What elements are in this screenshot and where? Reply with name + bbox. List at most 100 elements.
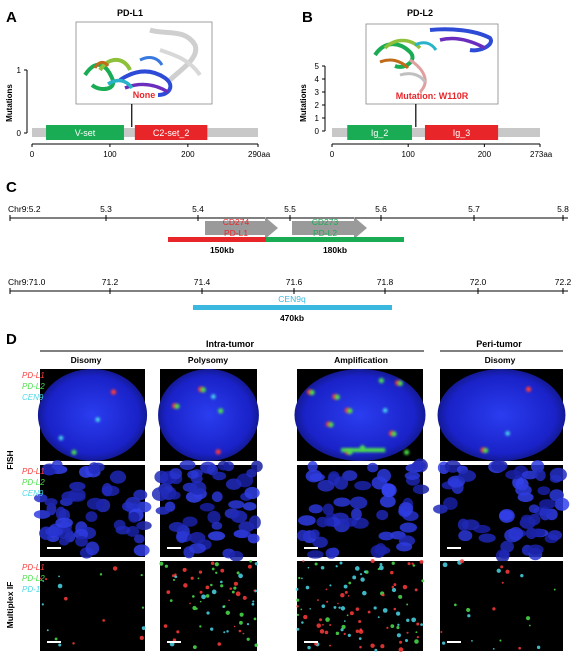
fish-legend: PD-L1 PD-L2 CEN9 [22,371,45,402]
domain-a-0 [46,125,124,140]
cd273-gene-arrow [292,217,367,239]
cd274-gene-arrow [205,217,278,239]
panel-b-letter: B [302,9,313,26]
chr-tick-label: 5.5 [284,204,296,214]
pdl2-region-bar [266,237,404,242]
micrograph-mif-3 [440,559,563,651]
x-tick-label: 200 [478,150,492,159]
chr-tick-label: 5.3 [100,204,112,214]
chr-tick-label: 5.4 [192,204,204,214]
x-tick-label: 100 [402,150,416,159]
x-tick-label: 0 [30,150,35,159]
panel-d: D Intra-tumor Peri-tumor Disomy Polysomy… [5,331,570,652]
y-tick-a-1: 1 [17,66,22,75]
legend-fish-cen9: CEN9 [22,393,44,402]
column-disomy-intra: Disomy [71,355,102,365]
gene-pdl1-name: PD-L1 [224,228,248,238]
micrograph-mif-0 [39,561,146,651]
domain-a-1 [134,125,208,140]
chr-tick-label: 71.2 [102,277,119,287]
protein-ribbon-illustration-b [373,27,493,94]
fish-legend-2: PD-L1 PD-L2 CEN9 [22,467,45,498]
legend-fish-pdl1: PD-L1 [22,371,45,380]
protein-length-a: 290aa [248,150,271,159]
chr-tick-label: Chr9:5.2 [8,204,41,214]
y-axis-label-a: Mutations [5,84,14,122]
y-tick-b: 3 [315,88,320,97]
micrograph-dapi-2 [296,458,430,559]
cen9q-name: CEN9q [278,294,306,304]
gene-pdl2-name: PD-L2 [313,228,337,238]
chr-tick-label: 71.4 [194,277,211,287]
cen9q-size: 470kb [280,313,304,323]
micrograph-dapi-0 [33,459,152,559]
mif-legend: PD-L1 PD-L2 PD-1 [22,563,45,594]
panel-d-letter: D [6,331,17,348]
gene-cd274-name: CD274 [223,217,250,227]
panel-b-title: PD-L2 [407,8,433,18]
legend-mif-pdl1: PD-L1 [22,563,45,572]
panel-b: B PD-L2 Mutation: W110R Mutations 543210… [299,8,553,159]
micrograph-fish-3 [437,369,566,461]
chr-tick-label: 5.6 [375,204,387,214]
y-tick-b: 0 [315,127,320,136]
micrograph-fish-0 [37,369,148,461]
micrograph-dapi-1 [151,460,263,562]
column-disomy-peri: Disomy [485,355,516,365]
y-tick-b: 2 [315,101,320,110]
gene-cd273-name: CD273 [312,217,339,227]
chr-tick-label: Chr9:71.0 [8,277,46,287]
y-tick-b: 1 [315,114,320,123]
panel-a: A PD-L1 None Mutations 1 0 V-set C2-set_2 [5,8,271,159]
domain-label-b-1: Ig_3 [453,128,471,138]
cen9q-region-bar [193,305,392,310]
legend-mif-pd1: PD-1 [22,585,40,594]
micrograph-mif-1 [159,559,259,651]
micrograph-mif-2 [295,559,425,652]
protein-ribbon-illustration [83,27,202,97]
legend-fish2-cen9: CEN9 [22,489,44,498]
micrograph-fish-2 [294,369,426,461]
x-tick-label: 100 [103,150,117,159]
column-polysomy: Polysomy [188,355,228,365]
chr-tick-label: 72.2 [555,277,572,287]
pdl2-size: 180kb [323,245,347,255]
protein-structure-inset-b [365,23,499,105]
micrograph-fish-1 [158,369,259,461]
structure-label-a: None [133,90,156,100]
legend-mif-pdl2: PD-L2 [22,574,45,583]
structure-label-b: Mutation: W110R [396,91,469,101]
legend-fish-pdl2: PD-L2 [22,382,45,391]
x-tick-label: 0 [330,150,335,159]
y-tick-b: 4 [315,75,320,84]
panel-a-title: PD-L1 [117,8,143,18]
column-amplification: Amplification [334,355,388,365]
legend-fish2-pdl2: PD-L2 [22,478,45,487]
group-intra-tumor: Intra-tumor [206,339,254,349]
protein-length-b: 273aa [530,150,553,159]
domain-label-a-0: V-set [75,128,96,138]
panel-a-letter: A [6,9,17,26]
y-tick-b: 5 [315,62,320,71]
domain-b-1 [424,125,499,140]
pdl1-region-bar [168,237,276,242]
row-label-multiplex-if: Multiplex IF [5,582,15,629]
legend-fish2-pdl1: PD-L1 [22,467,45,476]
panel-c: C Chr9:5.2 5.3 5.4 5.5 5.6 5.7 5.8 CD274 PD-L1… [6,179,572,323]
domain-label-b-0: Ig_2 [371,128,389,138]
pdl1-size: 150kb [210,245,234,255]
y-tick-a-0: 0 [17,129,22,138]
group-peri-tumor: Peri-tumor [476,339,522,349]
chr-tick-label: 5.8 [557,204,569,214]
panel-c-letter: C [6,179,17,196]
chr-tick-label: 5.7 [468,204,480,214]
micrograph-dapi-3 [433,460,570,563]
x-tick-label: 200 [181,150,195,159]
chr-tick-label: 72.0 [470,277,487,287]
y-axis-label-b: Mutations [299,84,308,122]
domain-label-a-1: C2-set_2 [153,128,190,138]
chr-tick-label: 71.6 [286,277,303,287]
chr-tick-label: 71.8 [377,277,394,287]
